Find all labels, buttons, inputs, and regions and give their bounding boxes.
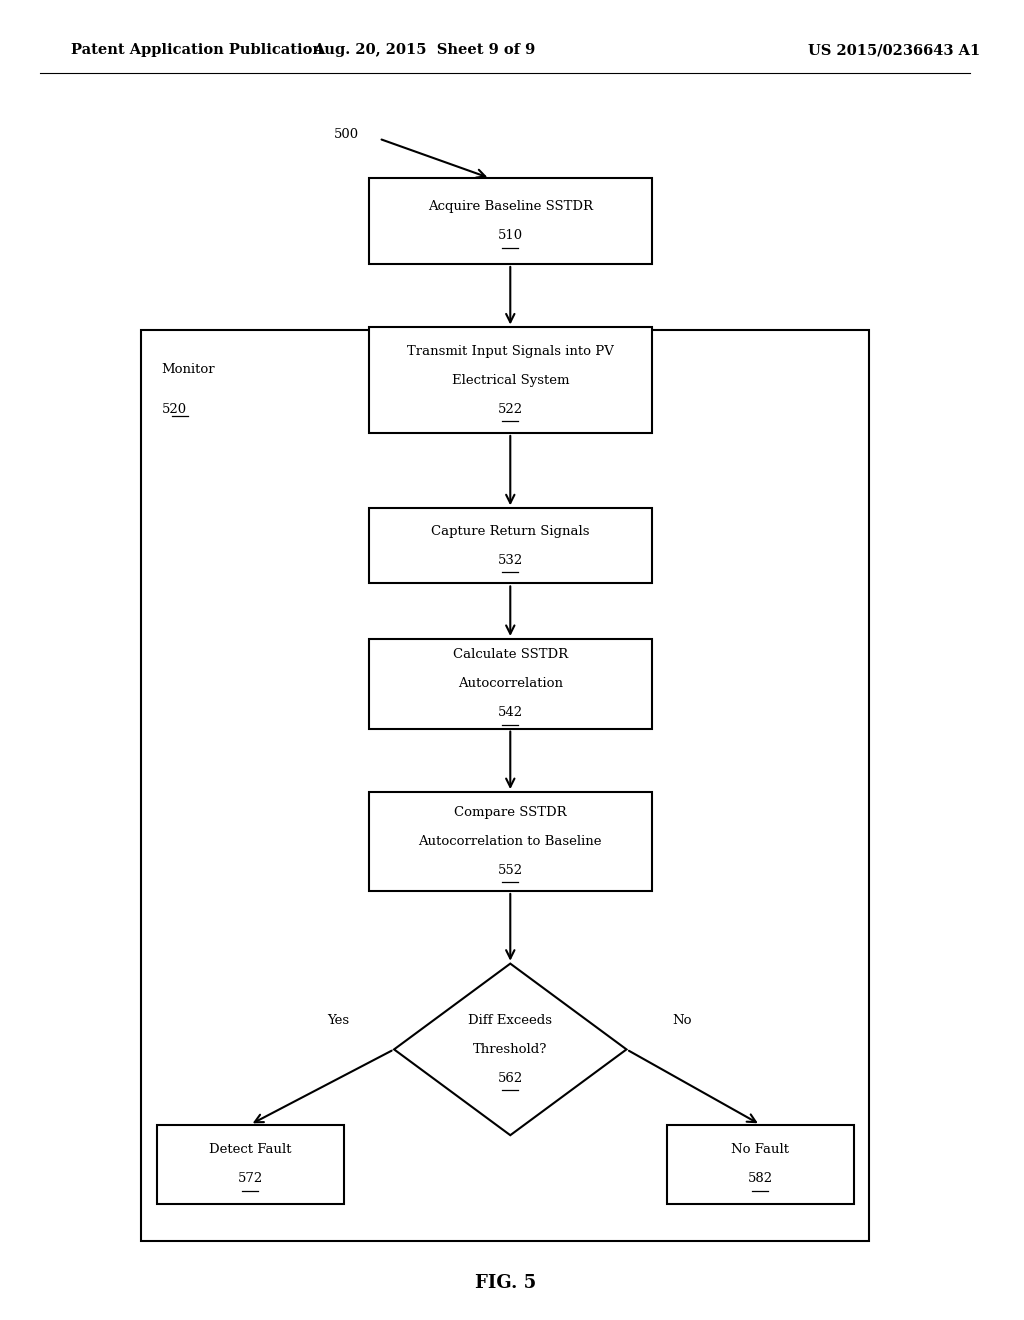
Polygon shape	[394, 964, 627, 1135]
Text: Autocorrelation: Autocorrelation	[458, 677, 563, 690]
Text: Acquire Baseline SSTDR: Acquire Baseline SSTDR	[428, 201, 593, 213]
FancyBboxPatch shape	[369, 792, 651, 891]
Text: Electrical System: Electrical System	[452, 374, 569, 387]
Text: Compare SSTDR: Compare SSTDR	[454, 807, 566, 818]
Text: Detect Fault: Detect Fault	[209, 1143, 292, 1156]
FancyBboxPatch shape	[157, 1125, 344, 1204]
Text: Monitor: Monitor	[162, 363, 215, 376]
FancyBboxPatch shape	[369, 327, 651, 433]
Text: 522: 522	[498, 403, 523, 416]
Text: No Fault: No Fault	[731, 1143, 790, 1156]
FancyBboxPatch shape	[667, 1125, 854, 1204]
FancyBboxPatch shape	[369, 178, 651, 264]
Text: No: No	[673, 1014, 692, 1027]
Text: 582: 582	[748, 1172, 773, 1185]
Text: US 2015/0236643 A1: US 2015/0236643 A1	[808, 44, 981, 57]
Text: Patent Application Publication: Patent Application Publication	[71, 44, 323, 57]
FancyBboxPatch shape	[369, 639, 651, 729]
Text: Capture Return Signals: Capture Return Signals	[431, 525, 590, 537]
Text: 500: 500	[334, 128, 358, 141]
Text: 562: 562	[498, 1072, 523, 1085]
Text: FIG. 5: FIG. 5	[474, 1274, 536, 1292]
Text: Transmit Input Signals into PV: Transmit Input Signals into PV	[407, 345, 613, 358]
Text: 510: 510	[498, 230, 523, 242]
Text: 520: 520	[162, 403, 186, 416]
Text: Threshold?: Threshold?	[473, 1043, 548, 1056]
Text: Diff Exceeds: Diff Exceeds	[468, 1014, 552, 1027]
Text: 572: 572	[238, 1172, 263, 1185]
Text: 532: 532	[498, 554, 523, 566]
Text: 542: 542	[498, 706, 523, 719]
Text: Autocorrelation to Baseline: Autocorrelation to Baseline	[419, 836, 602, 847]
Text: 552: 552	[498, 865, 523, 876]
Text: Yes: Yes	[328, 1014, 349, 1027]
FancyBboxPatch shape	[369, 508, 651, 583]
Text: Aug. 20, 2015  Sheet 9 of 9: Aug. 20, 2015 Sheet 9 of 9	[313, 44, 536, 57]
Text: Calculate SSTDR: Calculate SSTDR	[453, 648, 568, 661]
FancyBboxPatch shape	[141, 330, 869, 1241]
